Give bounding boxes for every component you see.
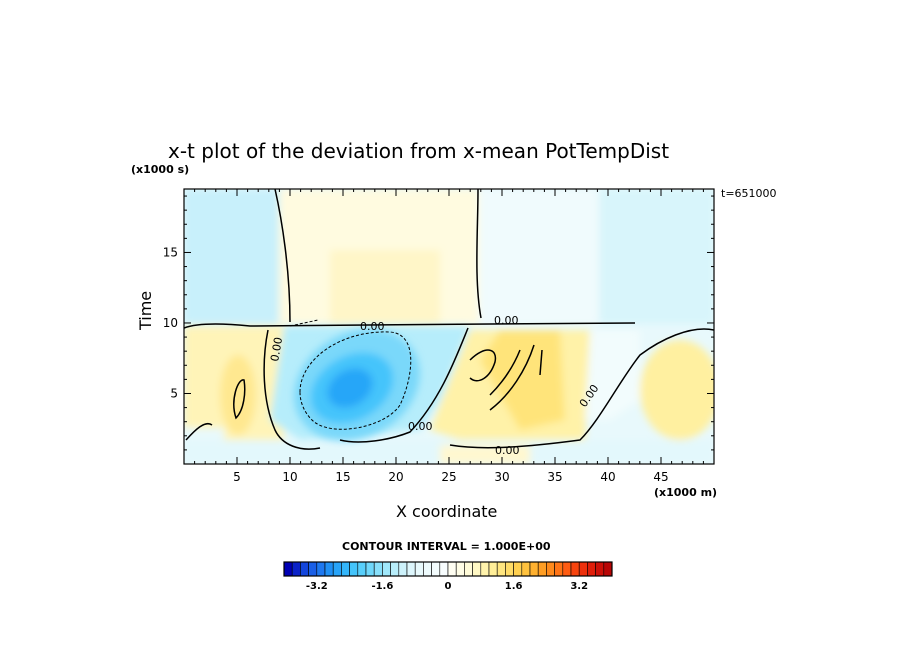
colorbar-tick-label: 3.2 [570,581,588,592]
field-patch [479,189,599,324]
colorbar-swatch [546,561,555,577]
colorbar-swatch [472,561,482,577]
contour-line [263,329,321,450]
field-patch [480,330,565,430]
y-tick-label: 10 [163,316,178,330]
contour-label: 0.00 [494,314,519,327]
colorbar-tick-label: 1.6 [505,581,523,592]
colorbar-swatch [291,561,301,577]
contour-line [449,328,714,449]
colorbar-swatch [447,561,457,577]
field-patch [440,445,530,464]
colorbar-swatch [406,561,416,577]
colorbar-tick-label: 0 [445,581,452,592]
field-patch [599,189,714,324]
zero-contours [184,189,714,450]
time-stamp: t=651000 [721,187,777,200]
field-patch [184,189,279,324]
colorbar-swatch [570,561,580,577]
field-patch [585,330,640,420]
chart-title: x-t plot of the deviation from x-mean Po… [168,139,670,163]
colorbar-swatch [595,561,605,577]
contour-label: 0.00 [408,420,433,433]
colorbar-swatch [496,561,506,577]
colorbar-swatch [562,561,572,577]
x-tick-label: 20 [388,470,403,484]
axes-layer: 5 10 15 20 25 30 35 40 45 5 10 15 [163,189,714,484]
colorbar-tick-label: -3.2 [306,581,328,592]
contour-line [185,423,213,441]
colorbar-swatch [505,561,514,577]
cold-anomaly-core [327,368,373,408]
colorbar-swatch [341,561,350,577]
contour-line [184,322,636,329]
colorbar-swatch [283,561,293,577]
colorbar-swatch [513,561,523,577]
contour-label: 0.00 [268,336,285,362]
field-patch [220,355,256,435]
contour-line [489,344,535,411]
colorbar-swatch [316,561,326,577]
colorbar-swatch [324,561,334,577]
colorbar-swatch [455,561,465,577]
colorbar-frame [283,561,613,577]
colorbar-swatch [398,561,408,577]
x-axis-unit: (x1000 m) [654,486,718,499]
colorbar-swatch [357,561,367,577]
x-tick-label: 45 [653,470,668,484]
colorbar-swatch [439,561,449,577]
colorbar-swatch [308,561,318,577]
contour-line [274,189,291,323]
x-tick-label: 35 [547,470,562,484]
x-tick-label: 5 [233,470,241,484]
colorbar-swatch [349,561,359,577]
x-tick-label: 10 [282,470,297,484]
colorbar-swatch [521,561,531,577]
colorbar-swatch [554,561,564,577]
x-tick-label: 40 [600,470,615,484]
colorbar-swatch [332,561,342,577]
colorbar-swatch [390,561,400,577]
x-tick-label: 25 [441,470,456,484]
contour-line [469,349,497,382]
contour-label: 0.00 [360,320,385,333]
x-tick-label: 30 [494,470,509,484]
colorbar-swatch [300,561,309,577]
colorbar-swatch [488,561,498,577]
contour-line [233,379,246,420]
colorbar-tick-label: -1.6 [371,581,393,592]
colorbar-swatch [373,561,383,577]
colorbar-swatch [414,561,424,577]
colorbar-swatch [480,561,490,577]
colorbar-swatch [464,561,473,577]
contour-interval-label: CONTOUR INTERVAL = 1.000E+00 [342,540,551,553]
y-tick-label: 5 [170,386,178,400]
contour-line [489,349,521,396]
colorbar-swatch [529,561,539,577]
field-patch [330,250,440,324]
y-axis-unit: (x1000 s) [131,163,190,176]
y-tick-label: 15 [163,245,178,259]
contour-label: 0.00 [495,444,520,457]
colorbar-swatch [423,561,432,577]
colorbar-swatch [365,561,375,577]
colorbar-swatch [578,561,588,577]
colorbar-swatch [431,561,441,577]
x-tick-label: 15 [335,470,350,484]
colorbar-swatch [587,561,596,577]
colorbar: -3.2 -1.6 0 1.6 3.2 [283,561,613,592]
contour-line [539,349,543,376]
field-patch [640,340,714,440]
negative-contour [299,331,412,430]
colorbar-swatch [382,561,391,577]
x-axis-label: X coordinate [396,502,498,521]
colorbar-swatch [603,561,613,577]
contour-line [339,327,469,443]
field-layer [184,189,714,464]
contour-line [476,189,482,319]
colorbar-swatch [537,561,547,577]
